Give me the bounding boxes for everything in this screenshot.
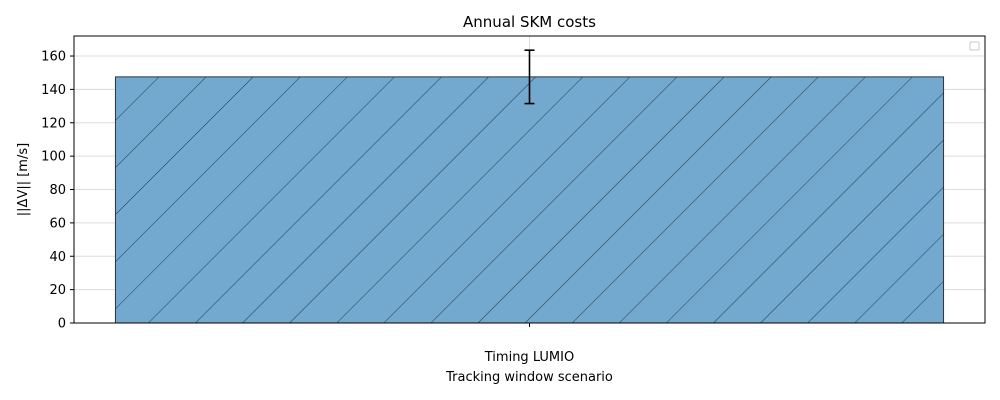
error-layer bbox=[524, 49, 535, 105]
y-tick-label: 80 bbox=[49, 183, 66, 198]
legend-box bbox=[969, 41, 980, 51]
y-tick-label: 20 bbox=[49, 283, 66, 298]
bar-layer bbox=[114, 76, 945, 323]
y-tick-label: 160 bbox=[41, 50, 66, 65]
y-tick-label: 60 bbox=[49, 216, 66, 231]
y-tick-label: 40 bbox=[49, 250, 66, 265]
y-tick-label: 140 bbox=[41, 83, 66, 98]
bar-hatch bbox=[115, 76, 944, 323]
x-tick-label: Timing LUMIO bbox=[484, 350, 574, 365]
y-tick-label: 0 bbox=[58, 317, 66, 332]
chart-title: Annual SKM costs bbox=[463, 13, 596, 31]
x-axis: Timing LUMIO bbox=[484, 323, 574, 365]
y-tick-label: 120 bbox=[41, 116, 66, 131]
x-axis-label: Tracking window scenario bbox=[445, 370, 613, 385]
y-tick-label: 100 bbox=[41, 150, 66, 165]
y-axis: 0 20 40 60 80 100 120 140 160 bbox=[41, 50, 74, 332]
y-axis-label: ||ΔV|| [m/s] bbox=[16, 143, 31, 216]
